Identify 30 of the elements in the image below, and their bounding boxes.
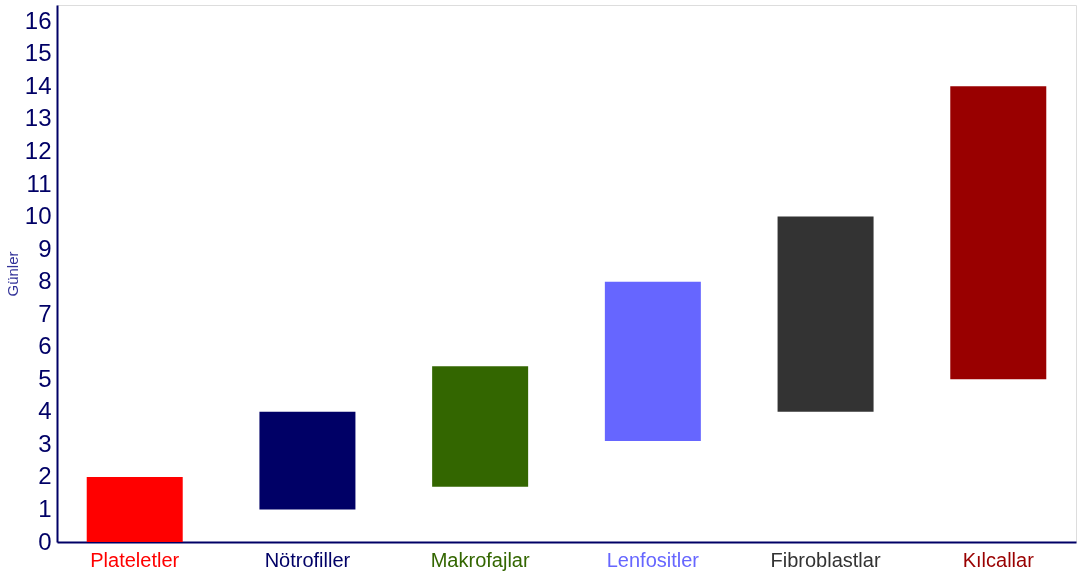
x-tick-label: Plateletler <box>90 548 180 571</box>
x-tick-label: Nötrofiller <box>264 548 351 571</box>
y-tick-label: 10 <box>24 202 52 230</box>
y-tick-label: 0 <box>38 527 52 555</box>
bar <box>432 366 529 487</box>
bar <box>259 411 356 510</box>
x-tick-label: Lenfositler <box>606 548 700 571</box>
y-tick-label: 3 <box>38 429 52 457</box>
x-tick-label: Fibroblastlar <box>770 548 881 571</box>
y-axis-title: Günler <box>3 251 21 297</box>
y-tick-label: 11 <box>26 169 52 197</box>
y-tick-label: 6 <box>38 332 52 360</box>
y-tick-label: 4 <box>38 397 52 425</box>
bar <box>950 86 1047 380</box>
y-tick-label: 13 <box>24 104 52 132</box>
y-tick-label: 15 <box>24 39 52 67</box>
y-tick-label: 9 <box>38 234 52 262</box>
bar <box>86 476 183 542</box>
x-tick-label: Kılcallar <box>962 548 1035 571</box>
y-tick-label: 7 <box>38 299 52 327</box>
y-tick-label: 5 <box>38 364 52 392</box>
y-tick-label: 12 <box>24 136 52 164</box>
bar <box>604 281 701 442</box>
y-tick-label: 1 <box>38 494 52 522</box>
bar <box>777 216 874 412</box>
x-tick-label: Makrofajlar <box>430 548 530 571</box>
y-tick-label: 14 <box>24 71 52 99</box>
y-tick-label: 8 <box>38 267 52 295</box>
y-tick-label: 2 <box>38 462 52 490</box>
y-tick-label: 16 <box>24 6 52 34</box>
